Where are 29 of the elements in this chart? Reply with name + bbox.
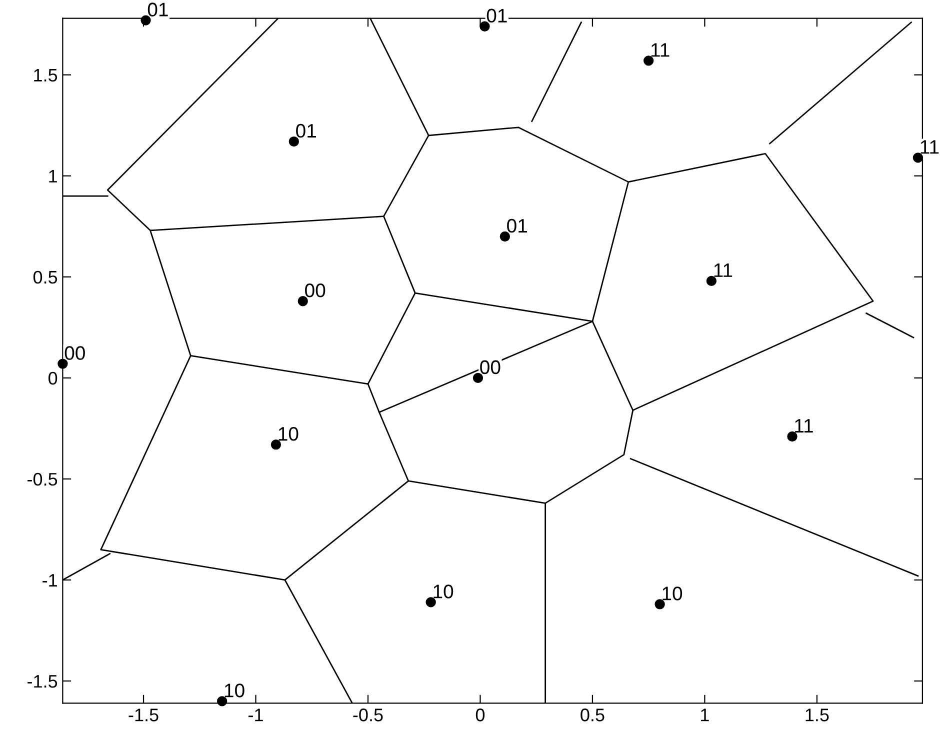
y-tick-label: 0 (48, 372, 58, 385)
annotation: 01 (296, 124, 316, 138)
annotation: 11 (651, 43, 670, 57)
annotation: 00 (305, 284, 326, 298)
annotation: 10 (278, 426, 298, 441)
annotation: 11 (920, 140, 939, 154)
x-tick-label: 0.5 (580, 708, 604, 722)
y-tick-label: 0.5 (33, 270, 58, 284)
annotation: 01 (486, 8, 507, 23)
x-tick-label: 1 (701, 708, 709, 722)
x-tick-label: 1.5 (806, 708, 829, 722)
annotation: 11 (714, 264, 732, 277)
y-tick-label: -0.5 (28, 472, 58, 486)
annotation: 10 (662, 586, 682, 600)
y-tick-label: -1 (42, 574, 57, 587)
annotation: 01 (148, 2, 168, 16)
annotation: 10 (224, 684, 244, 698)
y-tick-label: 1 (49, 170, 57, 182)
x-tick-label: -0.5 (353, 708, 383, 722)
annotation: 10 (434, 584, 454, 598)
x-tick-label: -1 (248, 708, 263, 722)
y-tick-label: -1.5 (28, 675, 58, 688)
y-tick-label: 1.5 (34, 68, 58, 82)
annotation: 00 (64, 346, 85, 360)
annotation: 01 (507, 218, 527, 233)
x-tick-label: 0 (476, 708, 485, 722)
x-tick-label: -1.5 (128, 708, 158, 722)
annotation: 11 (795, 419, 813, 432)
annotation: 00 (480, 360, 500, 374)
